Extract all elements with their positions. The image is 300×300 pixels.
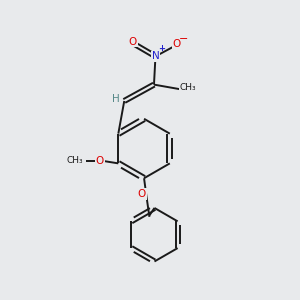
Text: CH₃: CH₃: [66, 157, 82, 166]
Text: N: N: [152, 51, 159, 62]
Text: O: O: [172, 39, 181, 49]
Text: −: −: [179, 34, 188, 44]
Text: H: H: [112, 94, 120, 104]
Text: O: O: [138, 189, 146, 199]
Text: O: O: [128, 37, 137, 46]
Text: +: +: [158, 44, 166, 53]
Text: O: O: [96, 156, 104, 166]
Text: CH₃: CH₃: [180, 83, 196, 92]
